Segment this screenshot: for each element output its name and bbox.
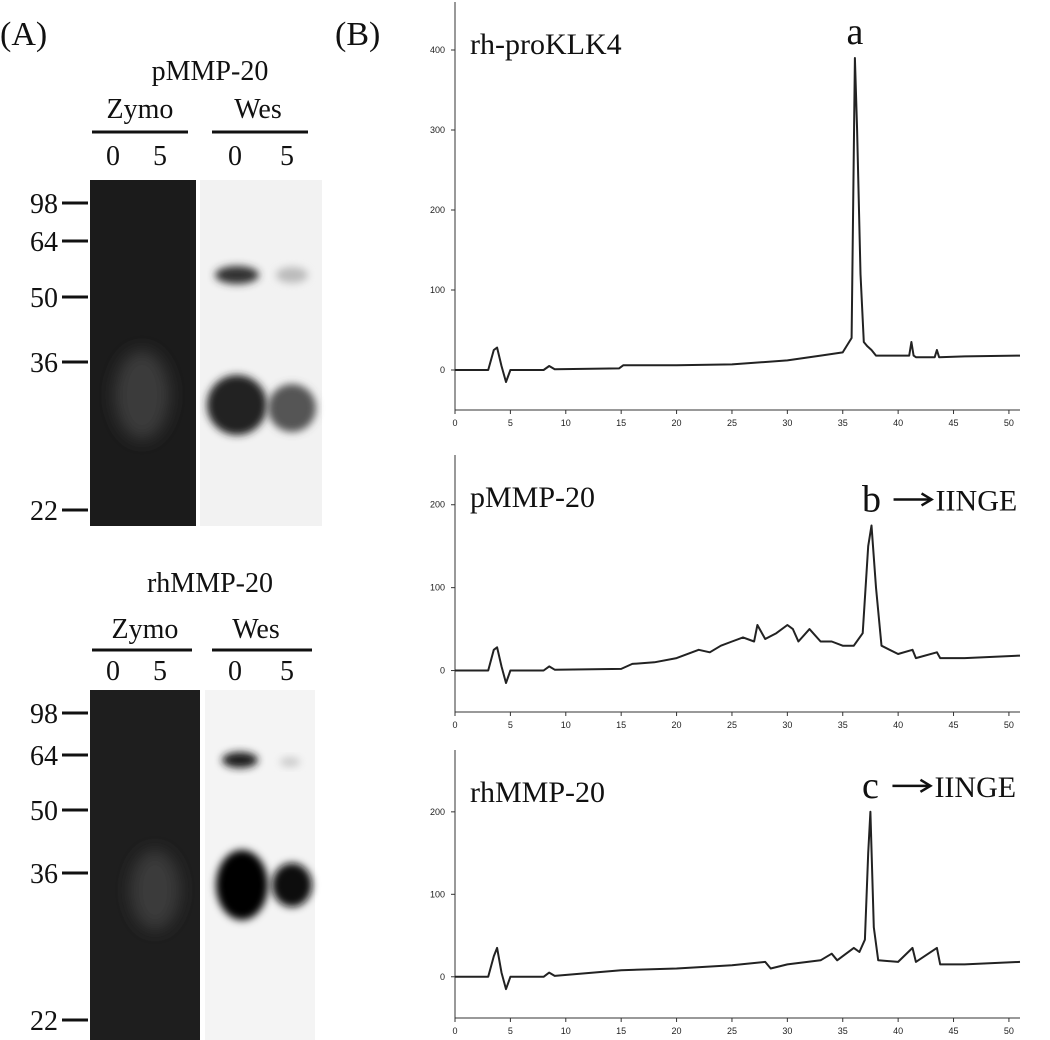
x-tick-label: 30 [782, 720, 792, 730]
lane-label: 0 [106, 141, 120, 172]
marker-label: 50 [30, 796, 58, 827]
x-tick-label: 50 [1004, 720, 1014, 730]
x-tick-label: 20 [672, 1026, 682, 1036]
y-tick-label: 200 [430, 205, 445, 215]
x-tick-label: 40 [893, 1026, 903, 1036]
panel-label: (B) [335, 16, 380, 53]
x-tick-label: 20 [672, 720, 682, 730]
lane-label: 5 [153, 141, 167, 172]
x-tick-label: 50 [1004, 418, 1014, 428]
x-tick-label: 40 [893, 720, 903, 730]
x-tick-label: 0 [452, 720, 457, 730]
y-tick-label: 200 [430, 500, 445, 510]
y-tick-label: 400 [430, 45, 445, 55]
lane-label: 0 [228, 656, 242, 687]
panel-label: (A) [0, 16, 47, 53]
x-tick-label: 35 [838, 720, 848, 730]
x-tick-label: 5 [508, 1026, 513, 1036]
x-tick-label: 5 [508, 720, 513, 730]
gel-title: rhMMP-20 [147, 568, 273, 599]
chart-title: rh-proKLK4 [470, 28, 622, 61]
y-tick-label: 100 [430, 285, 445, 295]
x-tick-label: 20 [672, 418, 682, 428]
chromatogram-line [455, 810, 1021, 991]
x-tick-label: 0 [452, 418, 457, 428]
x-tick-label: 45 [949, 720, 959, 730]
x-tick-label: 45 [949, 1026, 959, 1036]
x-tick-label: 40 [893, 418, 903, 428]
x-tick-label: 15 [616, 418, 626, 428]
x-tick-label: 5 [508, 418, 513, 428]
marker-label: 36 [30, 859, 58, 890]
chromatogram-line [455, 57, 1021, 383]
marker-label: 98 [30, 189, 58, 220]
marker-label: 36 [30, 348, 58, 379]
lane-label: 0 [106, 656, 120, 687]
x-tick-label: 10 [561, 720, 571, 730]
marker-label: 64 [30, 741, 58, 772]
lane-group-label: Wes [234, 94, 282, 125]
y-tick-label: 0 [440, 365, 445, 375]
y-tick-label: 0 [440, 666, 445, 676]
marker-label: 22 [30, 496, 58, 527]
x-tick-label: 15 [616, 720, 626, 730]
gel-title: pMMP-20 [152, 56, 269, 87]
chromatogram-line [455, 524, 1021, 684]
lane-group-label: Zymo [107, 94, 174, 125]
x-tick-label: 30 [782, 1026, 792, 1036]
marker-label: 64 [30, 227, 58, 258]
y-tick-label: 300 [430, 125, 445, 135]
lane-label: 5 [280, 656, 294, 687]
x-tick-label: 25 [727, 418, 737, 428]
arrow-head [920, 492, 934, 507]
lane-group-label: Zymo [112, 614, 179, 645]
x-tick-label: 30 [782, 418, 792, 428]
peak-label: c [862, 765, 879, 807]
lane-label: 0 [228, 141, 242, 172]
y-tick-label: 0 [440, 972, 445, 982]
x-tick-label: 50 [1004, 1026, 1014, 1036]
lane-label: 5 [280, 141, 294, 172]
x-tick-label: 35 [838, 1026, 848, 1036]
x-tick-label: 25 [727, 720, 737, 730]
y-tick-label: 200 [430, 807, 445, 817]
peak-label: a [846, 11, 863, 53]
x-tick-label: 15 [616, 1026, 626, 1036]
arrow-head [919, 778, 933, 793]
chart-title: pMMP-20 [470, 481, 595, 514]
lane-label: 5 [153, 656, 167, 687]
x-tick-label: 10 [561, 1026, 571, 1036]
chart-title: rhMMP-20 [470, 776, 605, 809]
x-tick-label: 35 [838, 418, 848, 428]
marker-label: 22 [30, 1006, 58, 1037]
peak-label: b [862, 478, 881, 520]
x-tick-label: 45 [949, 418, 959, 428]
marker-label: 50 [30, 283, 58, 314]
y-tick-label: 100 [430, 889, 445, 899]
x-tick-label: 0 [452, 1026, 457, 1036]
marker-label: 98 [30, 699, 58, 730]
x-tick-label: 25 [727, 1026, 737, 1036]
gel-images [90, 180, 322, 1040]
y-tick-label: 100 [430, 583, 445, 593]
arrow-text: IINGE [936, 484, 1018, 517]
arrow-text: IINGE [934, 771, 1016, 804]
x-tick-label: 10 [561, 418, 571, 428]
lane-group-label: Wes [232, 614, 280, 645]
